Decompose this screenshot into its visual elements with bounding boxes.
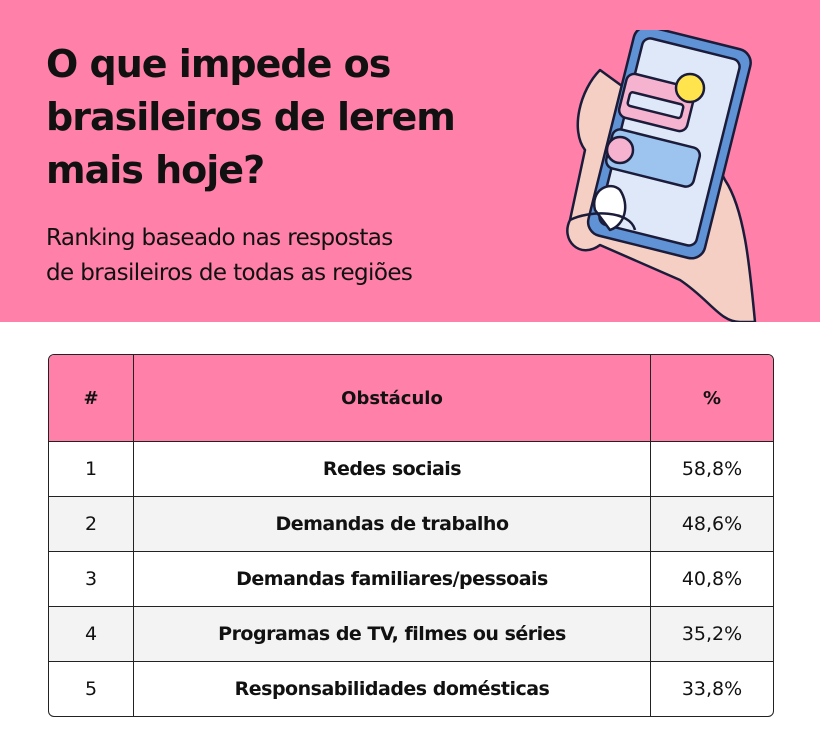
obstacle-cell: Responsabilidades domésticas <box>134 662 651 716</box>
rank-cell: 4 <box>49 607 134 662</box>
table-row: 2 Demandas de trabalho 48,6% <box>49 497 773 552</box>
header-row: # Obstáculo % <box>49 355 773 442</box>
column-header: Obstáculo <box>134 355 651 442</box>
percent-cell: 33,8% <box>681 678 743 700</box>
rank-cell: 3 <box>49 552 134 607</box>
title-line: brasileiros de lerem <box>46 95 456 139</box>
subtitle-line: Ranking baseado nas respostas <box>46 225 393 251</box>
obstacle-cell: Demandas de trabalho <box>134 497 651 552</box>
percent-cell: 35,2% <box>651 607 773 662</box>
subtitle-line: de brasileiros de todas as regiões <box>46 260 413 286</box>
title-line: O que impede os <box>46 42 391 86</box>
table-row: 1 Redes sociais 58,8% <box>49 442 773 497</box>
phone-illustration <box>566 30 757 322</box>
rank-cell: 1 <box>49 442 134 497</box>
rank-cell: 2 <box>49 497 134 552</box>
table-row: 4 Programas de TV, filmes ou séries 35,2% <box>49 607 773 662</box>
ranking-table: # Obstáculo % 1 Redes sociais 58,8% 2 Demand… <box>48 354 774 717</box>
column-header: % <box>651 355 773 442</box>
obstacle-cell: Redes sociais <box>134 442 651 497</box>
rank-cell: 5 <box>49 662 134 716</box>
obstacle-cell: Demandas familiares/pessoais <box>134 552 651 607</box>
table-row: 3 Demandas familiares/pessoais 40,8% <box>49 552 773 607</box>
obstacle-cell: Programas de TV, filmes ou séries <box>134 607 651 662</box>
percent-cell: 48,6% <box>651 497 773 552</box>
table-body: 1 Redes sociais 58,8% 2 Demandas de trabalho… <box>49 442 773 716</box>
title-line: mais hoje? <box>46 148 265 192</box>
percent-cell: 40,8% <box>651 552 773 607</box>
column-header: # <box>49 355 134 442</box>
header: O que impede os brasileiros de lerem mai… <box>0 0 820 322</box>
table-row: 5 Responsabilidades domésticas 33,8% <box>49 662 773 716</box>
percent-cell: 58,8% <box>651 442 773 497</box>
